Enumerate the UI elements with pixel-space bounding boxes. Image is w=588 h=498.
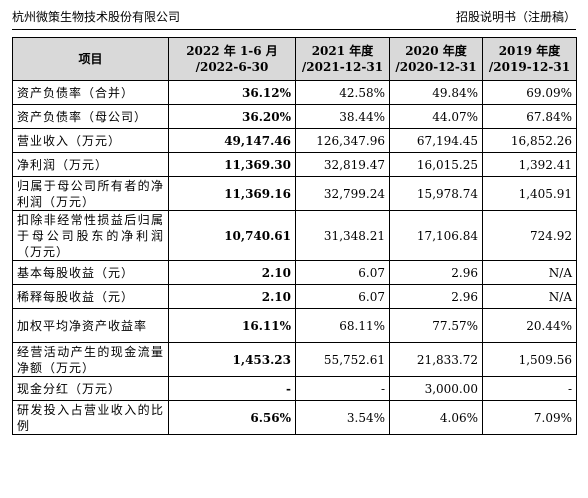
table-row: 现金分红（万元） - -3,000.00- [12,376,577,401]
row-label: 资产负债率（母公司） [12,104,169,129]
row-value: 11,369.30 [168,152,296,177]
table-row: 净利润（万元） 11,369.30 32,819.47 16,015.25 1,392.… [12,152,577,177]
table-row: 研发投入占营业收入的比例 6.56% 3.54% 4.06% 7.09% [12,400,577,435]
table-row: 经营活动产生的现金流量净额（万元） 1,453.23 55,752.61 21,833… [12,342,577,377]
row-value: 67.84% [482,104,577,129]
row-value: 55,752.61 [295,342,390,377]
row-value: 67,194.45 [389,128,483,153]
table-header-row: 项目 2022 年 1-6 月 /2022-6-30 2021 年度 /2021… [12,37,577,81]
table-row: 营业收入（万元） 49,147.46 126,347.96 67,194.45 16,8… [12,128,577,153]
row-value: 15,978.74 [389,176,483,211]
row-value: 2.96 [389,284,483,309]
table-row: 稀释每股收益（元） 2.10 6.07 2.96 N/A [12,284,577,309]
row-label: 稀释每股收益（元） [12,284,169,309]
column-header-2020: 2020 年度 /2020-12-31 [389,37,483,81]
document-type: 招股说明书（注册稿） [455,9,576,24]
row-value: 126,347.96 [295,128,390,153]
row-value: 1,453.23 [168,342,296,377]
table-row: 资产负债率（母公司） 36.20% 38.44% 44.07% 67.84% [12,104,577,129]
header-divider [12,29,576,30]
row-value: 69.09% [482,80,577,105]
table-row: 基本每股收益（元） 2.10 6.07 2.96 N/A [12,260,577,285]
row-value: 32,799.24 [295,176,390,211]
column-header-item: 项目 [12,37,169,81]
row-value: 38.44% [295,104,390,129]
row-value: 10,740.61 [168,210,296,261]
row-value: 4.06% [389,400,483,435]
row-value: 16,852.26 [482,128,577,153]
row-value: 49.84% [389,80,483,105]
row-value: 77.57% [389,308,483,343]
row-value: 21,833.72 [389,342,483,377]
column-header-2019: 2019 年度 /2019-12-31 [482,37,577,81]
row-value: 7.09% [482,400,577,435]
row-label: 基本每股收益（元） [12,260,169,285]
financial-indicators-table: 项目 2022 年 1-6 月 /2022-6-30 2021 年度 /2021… [12,37,577,435]
row-label: 研发投入占营业收入的比例 [12,400,169,435]
row-value: N/A [482,260,577,285]
row-value: 2.10 [168,260,296,285]
table-row: 归属于母公司所有者的净利润（万元） 11,369.16 32,799.24 15,97… [12,176,577,211]
row-value: 36.12% [168,80,296,105]
row-value: 724.92 [482,210,577,261]
row-value: 36.20% [168,104,296,129]
column-header-2021: 2021 年度 /2021-12-31 [295,37,390,81]
row-value: 1,405.91 [482,176,577,211]
row-label: 归属于母公司所有者的净利润（万元） [12,176,169,211]
page-header: 杭州微策生物技术股份有限公司 招股说明书（注册稿） [12,6,576,26]
table-row: 资产负债率（合并） 36.12% 42.58% 49.84% 69.09% [12,80,577,105]
row-value: 16,015.25 [389,152,483,177]
row-value: 68.11% [295,308,390,343]
row-value: 11,369.16 [168,176,296,211]
row-value: 31,348.21 [295,210,390,261]
row-value: 32,819.47 [295,152,390,177]
row-value: 2.96 [389,260,483,285]
row-label: 加权平均净资产收益率 [12,308,169,343]
row-value: 6.07 [295,260,390,285]
row-value: 44.07% [389,104,483,129]
row-value: 16.11% [168,308,296,343]
company-name: 杭州微策生物技术股份有限公司 [12,9,181,24]
row-value: 3.54% [295,400,390,435]
row-value: 2.10 [168,284,296,309]
row-value: 6.56% [168,400,296,435]
table-row: 扣除非经常性损益后归属于母公司股东的净利润（万元） 10,740.61 31,348… [12,210,577,261]
row-value: - [295,376,390,401]
column-header-2022h1: 2022 年 1-6 月 /2022-6-30 [168,37,296,81]
row-value: 3,000.00 [389,376,483,401]
row-label: 现金分红（万元） [12,376,169,401]
row-label: 资产负债率（合并） [12,80,169,105]
row-label: 扣除非经常性损益后归属于母公司股东的净利润（万元） [12,210,169,261]
row-value: 6.07 [295,284,390,309]
row-value: 1,509.56 [482,342,577,377]
row-value: 49,147.46 [168,128,296,153]
table-row: 加权平均净资产收益率 16.11% 68.11% 77.57% 20.44% [12,308,577,343]
row-label: 经营活动产生的现金流量净额（万元） [12,342,169,377]
row-value: - [482,376,577,401]
row-value: 20.44% [482,308,577,343]
row-value: 1,392.41 [482,152,577,177]
row-label: 营业收入（万元） [12,128,169,153]
row-value: 17,106.84 [389,210,483,261]
row-value: 42.58% [295,80,390,105]
row-value: N/A [482,284,577,309]
row-value: - [168,376,296,401]
row-label: 净利润（万元） [12,152,169,177]
